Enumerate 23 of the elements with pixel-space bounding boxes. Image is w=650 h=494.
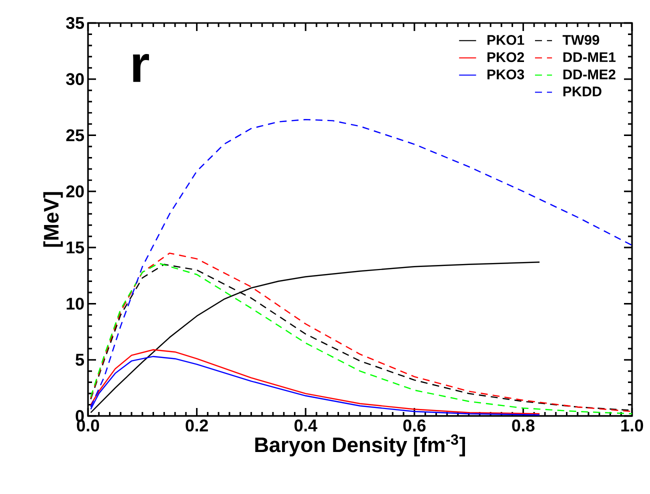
legend-label: TW99 (562, 35, 600, 45)
x-tick-label: 0.2 (186, 420, 208, 432)
y-tick-label: 30 (66, 73, 84, 86)
legend-label: PKDD (563, 86, 602, 96)
legend-label: PKO2 (488, 52, 524, 62)
legend-label: DD-ME1 (563, 52, 616, 62)
y-tick-label: 35 (66, 16, 84, 29)
legend-label: DD-ME2 (563, 69, 616, 80)
y-tick-label: 20 (66, 185, 84, 198)
y-tick-label: 5 (76, 354, 84, 366)
legend-label: PKO1 (488, 35, 524, 45)
y-tick-label: 10 (66, 298, 84, 310)
x-tick-label: 0.0 (76, 420, 100, 432)
x-axis-title: Baryon Density [fm$^{-3}$] (255, 434, 465, 456)
legend-label: PKO3 (488, 69, 524, 80)
y-tick-label: 15 (66, 242, 84, 254)
x-tick-label: 0.8 (512, 420, 534, 432)
x-tick-label: 0.6 (403, 420, 426, 432)
annotation: r (133, 54, 149, 82)
x-tick-label: 1.0 (621, 420, 644, 432)
x-tick-label: 0.4 (294, 420, 318, 432)
y-axis-title: [MeV] (43, 192, 63, 247)
y-tick-label: 25 (66, 129, 84, 142)
